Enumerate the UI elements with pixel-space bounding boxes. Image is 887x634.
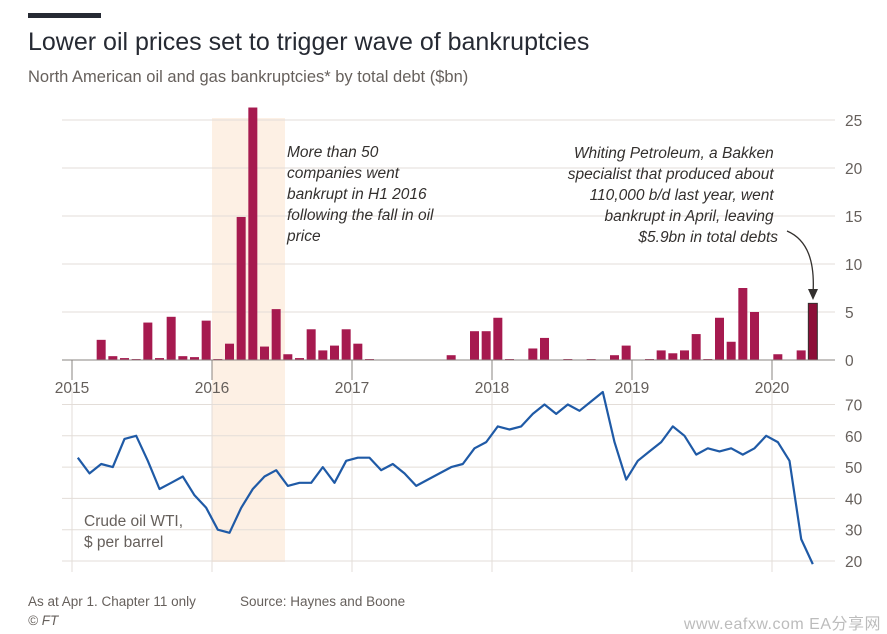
bar-ytick-label: 0: [845, 353, 854, 370]
bar-2019-04: [668, 353, 678, 360]
bar-2015-11: [190, 357, 199, 360]
bar-2016-09: [306, 329, 316, 360]
bar-2019-03: [656, 350, 666, 360]
bar-2015-05: [120, 358, 129, 360]
bar-2017-11: [470, 331, 479, 360]
bar-2015-07: [143, 322, 153, 360]
bar-2015-04: [108, 356, 118, 360]
line-ytick-label: 20: [845, 554, 863, 571]
bar-2017-12: [481, 331, 491, 360]
annotation-arrow: [786, 230, 814, 295]
wti-price-line: [76, 390, 814, 565]
bar-2016-02: [225, 343, 234, 360]
bar-2016-03: [236, 216, 246, 360]
bar-2017-09: [446, 355, 456, 360]
footer-note: As at Apr 1. Chapter 11 only: [28, 594, 196, 609]
bar-ytick-label: 15: [845, 209, 862, 226]
chart-subtitle: North American oil and gas bankruptcies*…: [28, 68, 469, 86]
bar-2019-05: [680, 350, 689, 360]
xtick-label-2015: 2015: [55, 380, 89, 397]
xtick-label-2016: 2016: [195, 380, 229, 397]
bar-ytick-label: 20: [845, 161, 863, 178]
bar-ytick-label: 10: [845, 257, 863, 274]
line-ytick-label: 50: [845, 460, 863, 477]
ft-top-rule: [28, 13, 101, 18]
bar-2020-03: [796, 350, 806, 360]
annotation-whiting: Whiting Petroleum, a Bakken specialist t…: [568, 145, 779, 246]
bar-2018-12: [621, 345, 631, 360]
line-ytick-label: 40: [845, 491, 863, 508]
bar-2015-03: [96, 339, 106, 360]
bar-2016-06: [271, 309, 281, 360]
xtick-label-2018: 2018: [475, 380, 509, 397]
annotation-2016: More than 50 companies went bankrupt in …: [286, 144, 438, 245]
bar-2016-04: [248, 107, 258, 361]
bar-2018-01: [493, 317, 503, 360]
bar-2020-04: [807, 302, 818, 361]
bar-2016-07: [283, 354, 293, 360]
bar-2016-12: [341, 329, 351, 360]
bar-2015-12: [201, 320, 211, 360]
bar-2016-11: [330, 345, 339, 360]
xtick-label-2017: 2017: [335, 380, 369, 397]
bar-2019-09: [726, 341, 736, 360]
bar-2019-10: [738, 288, 748, 360]
bar-2019-11: [750, 312, 759, 360]
xtick-label-2019: 2019: [615, 380, 649, 397]
bar-2015-08: [155, 358, 164, 360]
bar-2016-10: [318, 350, 328, 360]
bar-2020-01: [773, 354, 783, 360]
bar-2016-08: [295, 358, 304, 360]
wti-series-label: Crude oil WTI, $ per barrel: [84, 513, 187, 551]
bar-2016-05: [260, 346, 269, 360]
bar-ytick-label: 5: [845, 305, 854, 322]
line-ytick-label: 60: [845, 429, 863, 446]
bar-2019-08: [715, 317, 724, 360]
bar-2017-01: [353, 343, 363, 360]
bar-2018-11: [610, 355, 619, 360]
line-ytick-label: 30: [845, 523, 863, 540]
chart-title: Lower oil prices set to trigger wave of …: [28, 28, 590, 56]
footer-source: Source: Haynes and Boone: [240, 594, 406, 609]
bar-2019-06: [691, 334, 701, 360]
bar-2018-05: [540, 337, 549, 360]
annotation-arrowhead: [808, 289, 818, 300]
bar-2015-09: [166, 316, 176, 360]
ft-credit: © FT: [28, 613, 59, 628]
bar-2015-10: [178, 356, 188, 360]
line-ytick-label: 70: [845, 398, 863, 415]
watermark: www.eafxw.com EA分享网: [683, 616, 881, 633]
bar-2018-04: [528, 348, 538, 360]
xtick-label-2020: 2020: [755, 380, 790, 397]
bar-ytick-label: 25: [845, 113, 862, 130]
